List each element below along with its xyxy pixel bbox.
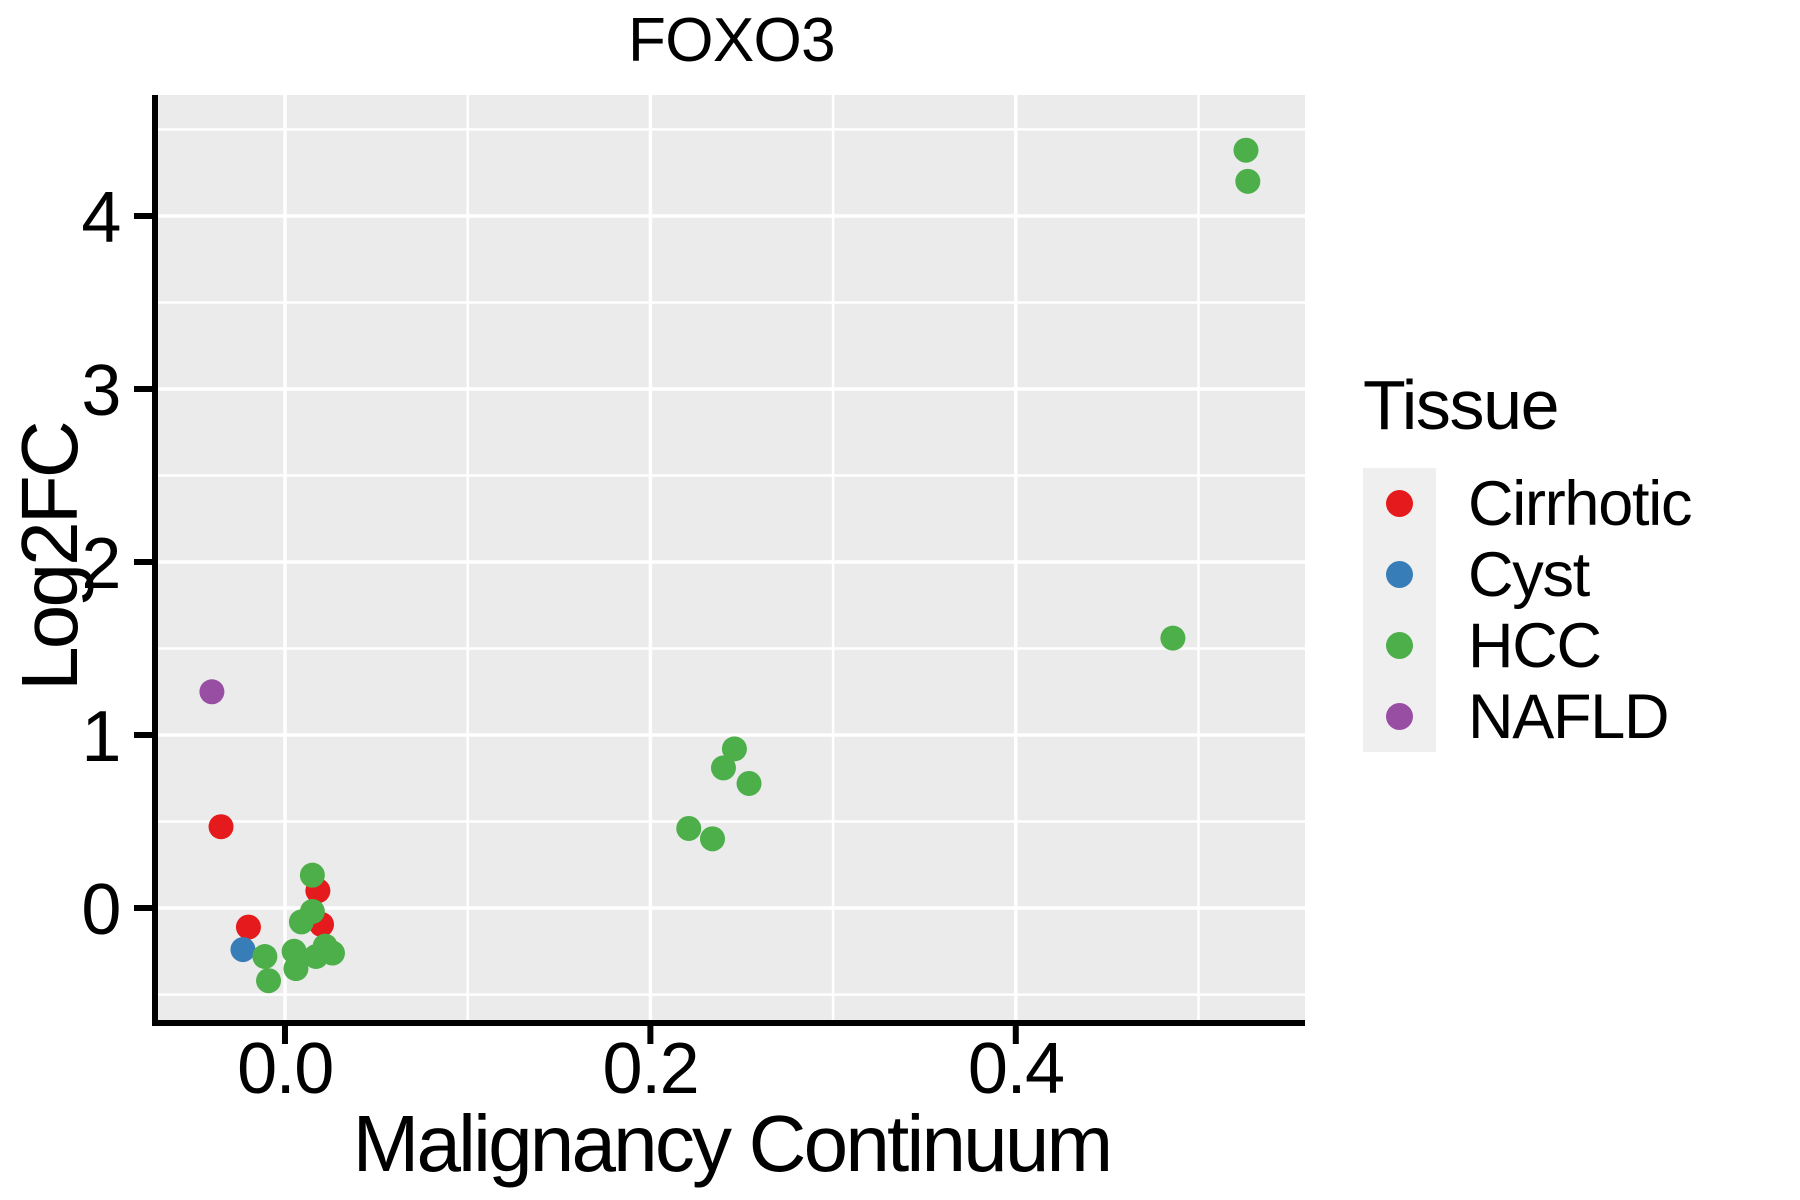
x-tick-label: 0.2 xyxy=(602,1029,698,1109)
data-point-hcc xyxy=(699,826,725,852)
legend-key-box xyxy=(1363,681,1436,752)
x-tick-label: 0.4 xyxy=(968,1029,1064,1109)
legend-item-label: NAFLD xyxy=(1468,681,1669,752)
data-point-hcc xyxy=(299,862,325,888)
legend-item-hcc: HCC xyxy=(1363,610,1691,681)
legend-key-box xyxy=(1363,610,1436,681)
y-tick-label: 1 xyxy=(81,697,120,777)
legend-item-label: Cirrhotic xyxy=(1468,468,1692,539)
data-point-hcc xyxy=(721,736,747,762)
data-point-hcc xyxy=(1233,137,1259,163)
y-axis-title: Log2FC xyxy=(5,423,94,691)
cyst-dot-icon xyxy=(1386,561,1413,588)
x-tick-label: 0.0 xyxy=(237,1029,333,1109)
panel-background xyxy=(158,95,1305,1020)
legend-key-box xyxy=(1363,468,1436,539)
y-tick-label: 3 xyxy=(81,351,120,431)
chart-title: FOXO3 xyxy=(627,6,836,75)
data-point-cyst xyxy=(230,937,256,963)
legend: Tissue Cirrhotic Cyst HCC xyxy=(1363,366,1692,752)
hcc-dot-icon xyxy=(1386,632,1413,659)
data-point-cirrhotic xyxy=(208,814,234,840)
cirrhotic-dot-icon xyxy=(1386,490,1413,517)
legend-item-label: Cyst xyxy=(1468,539,1590,610)
data-point-hcc xyxy=(299,899,325,925)
y-tick-label: 4 xyxy=(81,178,120,258)
legend-item-nafld: NAFLD xyxy=(1363,681,1691,752)
data-point-nafld xyxy=(199,679,225,705)
data-point-hcc xyxy=(256,968,282,994)
data-point-hcc xyxy=(252,943,278,969)
legend-key-box xyxy=(1363,539,1436,610)
data-point-hcc xyxy=(736,770,762,796)
x-axis-title: Malignancy Continuum xyxy=(352,1099,1114,1188)
data-point-hcc xyxy=(319,940,345,966)
legend-item-label: HCC xyxy=(1468,610,1602,681)
data-point-hcc xyxy=(1235,168,1261,194)
data-point-hcc xyxy=(1160,625,1186,651)
legend-item-cirrhotic: Cirrhotic xyxy=(1363,468,1692,539)
data-point-cirrhotic xyxy=(235,914,261,940)
legend-keys: Cirrhotic Cyst HCC NAFLD xyxy=(1363,468,1692,752)
data-point-hcc xyxy=(283,956,309,982)
data-point-hcc xyxy=(676,815,702,841)
nafld-dot-icon xyxy=(1386,703,1413,730)
y-tick-label: 2 xyxy=(81,524,120,604)
legend-title: Tissue xyxy=(1363,366,1560,444)
legend-item-cyst: Cyst xyxy=(1363,539,1691,610)
data-point-hcc xyxy=(710,755,736,781)
y-tick-label: 0 xyxy=(81,870,120,950)
